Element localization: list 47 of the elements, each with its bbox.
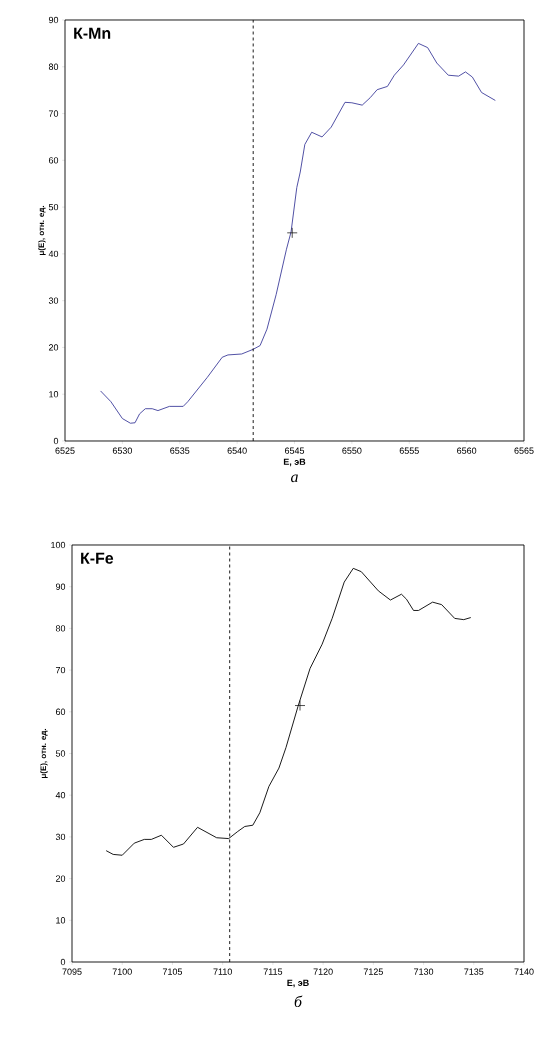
y-tick-label: 30: [55, 833, 66, 841]
text: б: [294, 995, 303, 1008]
x-tick-label: 7105: [162, 968, 183, 975]
chart-title: К-Mn: [74, 27, 111, 39]
text: а: [290, 474, 298, 483]
x-tick-label: 7095: [62, 968, 82, 975]
y-tick-label: 10: [49, 391, 59, 398]
y-tick-label: 0: [53, 437, 59, 445]
y-tick-label: 30: [48, 297, 59, 304]
y-tick-label: 60: [55, 708, 66, 715]
x-tick-label: 6550: [342, 447, 362, 454]
x-axis-title: E, эВ: [283, 458, 306, 467]
x-tick-label: 7100: [112, 968, 132, 975]
x-tick-label: 6545: [284, 447, 305, 454]
y-tick-label: 20: [55, 875, 66, 882]
y-tick-label: 0: [60, 958, 66, 966]
x-tick-label: 7140: [514, 968, 534, 975]
y-tick-label: 10: [56, 917, 66, 924]
y-tick-label: 50: [48, 203, 59, 211]
x-tick-label: 6555: [399, 447, 419, 454]
x-tick-label: 7120: [313, 968, 333, 975]
x-tick-label: 6525: [55, 447, 75, 454]
y-tick-label: 70: [48, 110, 59, 117]
x-tick-label: 7110: [213, 968, 232, 975]
chart-title: К-Fe: [81, 552, 114, 564]
x-tick-label: 7130: [414, 968, 434, 975]
y-tick-label: 40: [55, 792, 66, 799]
y-tick-label: 80: [48, 63, 59, 70]
y-tick-label: 70: [55, 666, 66, 674]
x-tick-label: 6535: [170, 447, 190, 454]
y-tick-label: 60: [48, 157, 59, 164]
y-tick-label: 100: [51, 541, 66, 549]
x-tick-label: 6565: [514, 447, 534, 454]
x-tick-label: 7125: [363, 968, 383, 975]
x-tick-label: 7115: [263, 968, 283, 975]
x-tick-label: 7135: [464, 968, 484, 975]
y-tick-label: 90: [48, 16, 59, 24]
y-tick-label: 20: [48, 344, 59, 351]
y-tick-label: 90: [55, 583, 66, 590]
x-axis-title: E, эВ: [287, 979, 309, 988]
x-tick-label: 6540: [227, 447, 247, 454]
y-tick-label: 50: [55, 750, 66, 757]
y-tick-label: 40: [48, 250, 59, 258]
x-tick-label: 6560: [457, 447, 477, 454]
line-series: [100, 42, 496, 424]
y-tick-label: 80: [55, 625, 66, 632]
x-tick-label: 6530: [112, 447, 132, 454]
